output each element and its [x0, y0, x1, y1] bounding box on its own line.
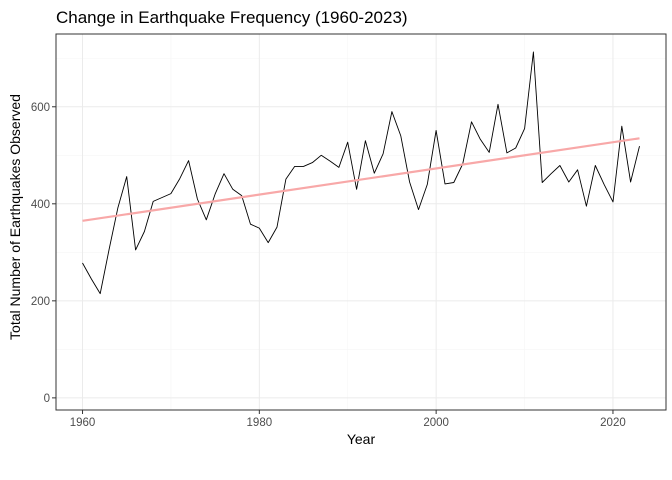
y-tick-label: 400	[31, 199, 50, 211]
y-tick-label: 200	[31, 296, 50, 308]
x-tick-label: 1980	[247, 417, 273, 429]
y-tick-label: 600	[31, 102, 50, 114]
y-tick-label: 0	[44, 393, 50, 405]
y-axis-ticks: 0 200 400 600	[31, 102, 56, 405]
chart-title: Change in Earthquake Frequency (1960-202…	[56, 8, 408, 27]
major-grid	[56, 34, 666, 410]
y-axis-title: Total Number of Earthquakes Observed	[7, 94, 23, 340]
trend-line	[82, 137, 640, 222]
x-axis-ticks: 1960 1980 2000 2020	[70, 410, 626, 429]
plot-panel	[55, 33, 667, 411]
minor-grid	[56, 34, 666, 410]
x-tick-label: 2020	[600, 417, 626, 429]
series-layer	[82, 51, 640, 295]
x-tick-label: 1960	[70, 417, 96, 429]
earthquake-count-line	[82, 51, 640, 295]
x-axis-title: Year	[347, 431, 376, 447]
x-tick-label: 2000	[423, 417, 449, 429]
